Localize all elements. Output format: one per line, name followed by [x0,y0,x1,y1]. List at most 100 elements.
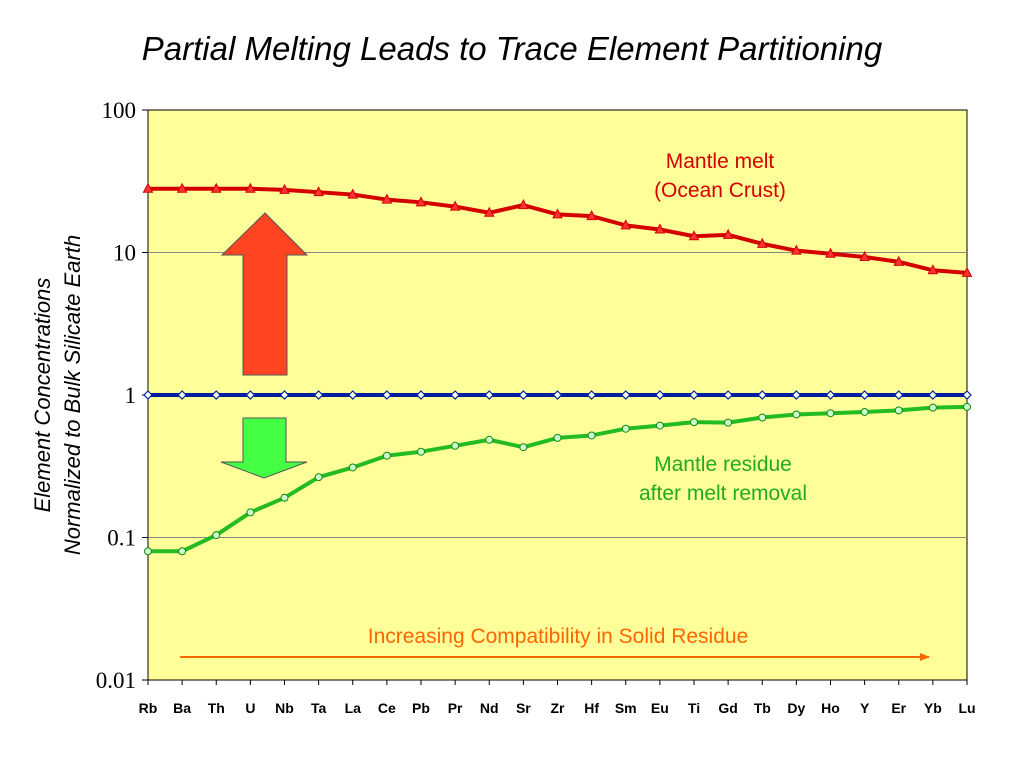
data-point [587,431,596,440]
data-point [178,547,187,556]
data-point [963,402,971,411]
x-tick-label: Ho [821,700,840,716]
x-tick-label: Sm [615,700,637,716]
data-point [724,418,733,427]
data-point [553,433,562,442]
melt-label-line1: Mantle melt [666,150,775,173]
data-point [518,390,529,400]
y-tick-label: 1 [125,383,137,408]
data-point [417,447,425,456]
data-point [825,247,836,258]
data-point [893,390,904,400]
data-point [176,182,188,193]
data-point [347,390,358,400]
x-axis-ticks: Rb Ba Th U Nb Ta La Ce Pb Pr Nd Sr Zr Hf Sm Eu Ti Gd Tb Dy H… [139,680,976,716]
data-point [313,186,324,197]
data-point [519,443,528,452]
data-point [791,390,802,400]
data-point [484,390,495,400]
y-tick-label: 10 [113,241,136,266]
data-point [621,424,630,433]
compatibility-label: Increasing Compatibility in Solid Residu… [368,625,749,648]
data-point [791,244,802,255]
data-point [211,390,222,400]
series-1 [143,390,972,400]
data-point [620,390,631,400]
data-point [928,390,938,400]
data-point [246,508,255,517]
x-tick-label: Zr [551,700,566,716]
data-point [586,210,597,221]
data-point [451,441,460,450]
chart-title: Partial Melting Leads to Trace Element P… [141,30,883,67]
data-point [279,183,290,194]
x-tick-label: Pb [412,700,430,716]
data-point [792,410,801,419]
data-point [177,390,187,400]
data-point [347,188,359,199]
y-axis-ticks: 100 10 1 0.1 0.01 [96,98,148,693]
x-tick-label: Pr [448,700,463,716]
x-tick-label: Ce [378,700,396,716]
series-2 [144,402,971,556]
data-point [894,406,903,415]
data-point [654,223,666,234]
y-axis-label-line1: Element Concentrations [30,278,55,513]
x-tick-label: Ta [311,700,327,716]
data-point [757,390,768,400]
data-point [210,182,222,193]
residue-label-line1: Mantle residue [654,453,792,476]
data-point [142,182,154,193]
series [142,182,973,556]
data-point [245,182,256,193]
data-point [485,435,494,444]
x-tick-label: La [345,700,362,716]
data-point [860,407,869,416]
data-point [143,390,153,400]
data-point [758,413,767,422]
x-tick-label: Nd [480,700,499,716]
down-arrow [220,417,308,479]
data-point [416,390,426,400]
data-point [655,390,665,400]
data-point [620,219,632,230]
x-tick-label: Y [860,700,870,716]
x-tick-label: Tb [754,700,771,716]
data-point [688,230,700,241]
x-tick-label: Lu [958,700,975,716]
x-tick-label: Th [208,700,225,716]
data-point [722,228,734,239]
data-point [212,531,221,540]
data-point [655,421,664,430]
data-point [826,409,835,418]
data-point [859,250,870,261]
data-point [927,264,939,275]
x-tick-label: Ba [173,700,191,716]
data-point [928,403,937,412]
data-point [552,390,563,400]
x-tick-label: Eu [651,700,669,716]
x-tick-label: Dy [787,700,805,716]
data-point [961,266,973,277]
data-point [586,390,597,400]
x-tick-label: Gd [718,700,737,716]
y-tick-label: 0.01 [96,668,136,693]
data-point [825,390,836,400]
data-point [348,463,357,472]
data-point [859,390,870,400]
x-tick-label: Rb [139,700,158,716]
data-point [314,473,323,482]
up-arrow [220,212,309,376]
data-point [245,390,256,400]
data-point [552,208,563,219]
data-point [382,451,391,460]
data-point [450,390,460,400]
data-point [518,199,529,210]
data-point [280,493,289,502]
data-point [689,390,699,400]
data-point [313,390,324,400]
data-point [382,390,392,400]
arrows [180,212,930,661]
x-tick-label: Nb [275,700,294,716]
